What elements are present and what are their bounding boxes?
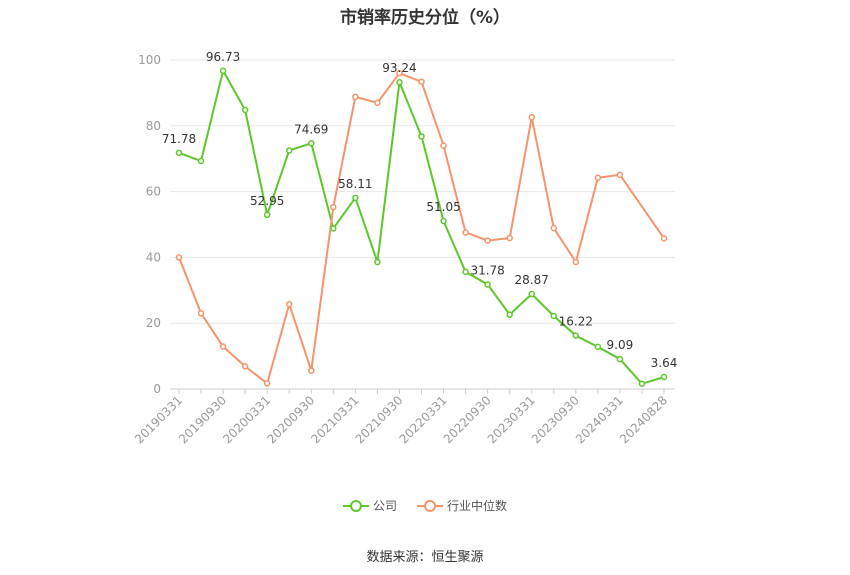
chart-title: 市销率历史分位（%） bbox=[339, 8, 511, 28]
data-label: 3.64 bbox=[651, 356, 678, 370]
data-point-1 bbox=[616, 171, 624, 179]
y-tick-label: 0 bbox=[153, 382, 161, 396]
data-point-1 bbox=[484, 237, 491, 244]
data-point-1 bbox=[330, 203, 337, 211]
data-point-1 bbox=[197, 310, 205, 317]
data-point-0 bbox=[263, 211, 271, 219]
data-point-0 bbox=[219, 67, 227, 75]
data-point-1 bbox=[462, 229, 469, 236]
y-tick-label: 20 bbox=[146, 316, 161, 330]
data-point-1 bbox=[263, 380, 271, 387]
grid-lines bbox=[170, 59, 675, 324]
data-point-1 bbox=[550, 224, 558, 232]
data-point-0 bbox=[418, 133, 425, 140]
data-label: 31.78 bbox=[470, 263, 504, 277]
series-line-1 bbox=[178, 71, 665, 386]
data-label: 74.69 bbox=[294, 122, 328, 136]
data-point-1 bbox=[594, 174, 602, 182]
data-point-0 bbox=[660, 373, 668, 381]
legend: 公司 行业中位数 bbox=[0, 497, 850, 514]
data-label: 58.11 bbox=[338, 177, 372, 191]
data-point-0 bbox=[594, 343, 602, 351]
data-label: 96.73 bbox=[206, 50, 240, 64]
data-point-1 bbox=[308, 367, 315, 374]
data-label: 28.87 bbox=[515, 273, 549, 287]
data-point-0 bbox=[175, 149, 183, 157]
legend-item-company[interactable]: 公司 bbox=[342, 497, 397, 514]
data-point-1 bbox=[219, 343, 227, 350]
data-point-0 bbox=[308, 140, 315, 147]
data-point-1 bbox=[241, 363, 249, 370]
data-label: 9.09 bbox=[607, 338, 634, 352]
data-point-1 bbox=[572, 258, 580, 266]
data-point-0 bbox=[241, 106, 249, 114]
y-tick-label: 100 bbox=[138, 53, 161, 67]
line-chart: 0204060801002019033120190930202003312020… bbox=[132, 50, 678, 447]
data-label: 52.95 bbox=[250, 194, 284, 208]
data-point-0 bbox=[396, 78, 403, 86]
data-point-0 bbox=[462, 268, 469, 276]
data-point-0 bbox=[352, 194, 359, 202]
data-label: 71.78 bbox=[162, 132, 196, 146]
data-point-0 bbox=[484, 281, 491, 288]
data-point-1 bbox=[528, 113, 535, 121]
data-point-0 bbox=[330, 225, 337, 232]
data-point-0 bbox=[572, 332, 580, 339]
data-point-1 bbox=[660, 235, 668, 242]
series-line-0 bbox=[178, 68, 665, 385]
data-labels: 71.78 96.73 52.95 74.69 58.11 93.24 51.05 31.78… bbox=[162, 50, 678, 370]
source-note: 数据来源：恒生聚源 bbox=[366, 550, 484, 565]
data-point-0 bbox=[285, 147, 293, 154]
data-label: 51.05 bbox=[426, 200, 460, 214]
data-point-0 bbox=[197, 157, 205, 165]
data-label: 16.22 bbox=[559, 315, 593, 329]
data-label: 93.24 bbox=[382, 61, 416, 75]
y-tick-label: 60 bbox=[146, 185, 161, 199]
legend-swatch-company bbox=[342, 499, 369, 512]
data-point-0 bbox=[374, 258, 381, 266]
x-tick-label: 20240828 bbox=[617, 393, 670, 446]
data-point-0 bbox=[506, 311, 513, 318]
legend-label-company: 公司 bbox=[372, 499, 397, 513]
y-tick-label: 40 bbox=[146, 250, 161, 264]
y-tick-label: 80 bbox=[146, 119, 161, 133]
series-lines bbox=[175, 67, 668, 387]
data-point-1 bbox=[285, 300, 293, 308]
data-point-1 bbox=[374, 99, 381, 107]
data-point-0 bbox=[550, 312, 558, 320]
data-point-1 bbox=[440, 142, 447, 149]
data-point-1 bbox=[506, 234, 513, 242]
data-point-0 bbox=[616, 355, 624, 363]
data-point-1 bbox=[175, 254, 183, 261]
legend-label-industry-median: 行业中位数 bbox=[447, 499, 508, 513]
legend-item-industry-median[interactable]: 行业中位数 bbox=[417, 497, 507, 514]
data-point-0 bbox=[528, 290, 535, 298]
data-point-1 bbox=[352, 93, 359, 101]
data-point-0 bbox=[638, 380, 646, 387]
data-point-1 bbox=[418, 78, 425, 85]
data-point-0 bbox=[440, 217, 447, 225]
data-point-1 bbox=[396, 69, 403, 77]
legend-swatch-industry-median bbox=[417, 499, 443, 512]
